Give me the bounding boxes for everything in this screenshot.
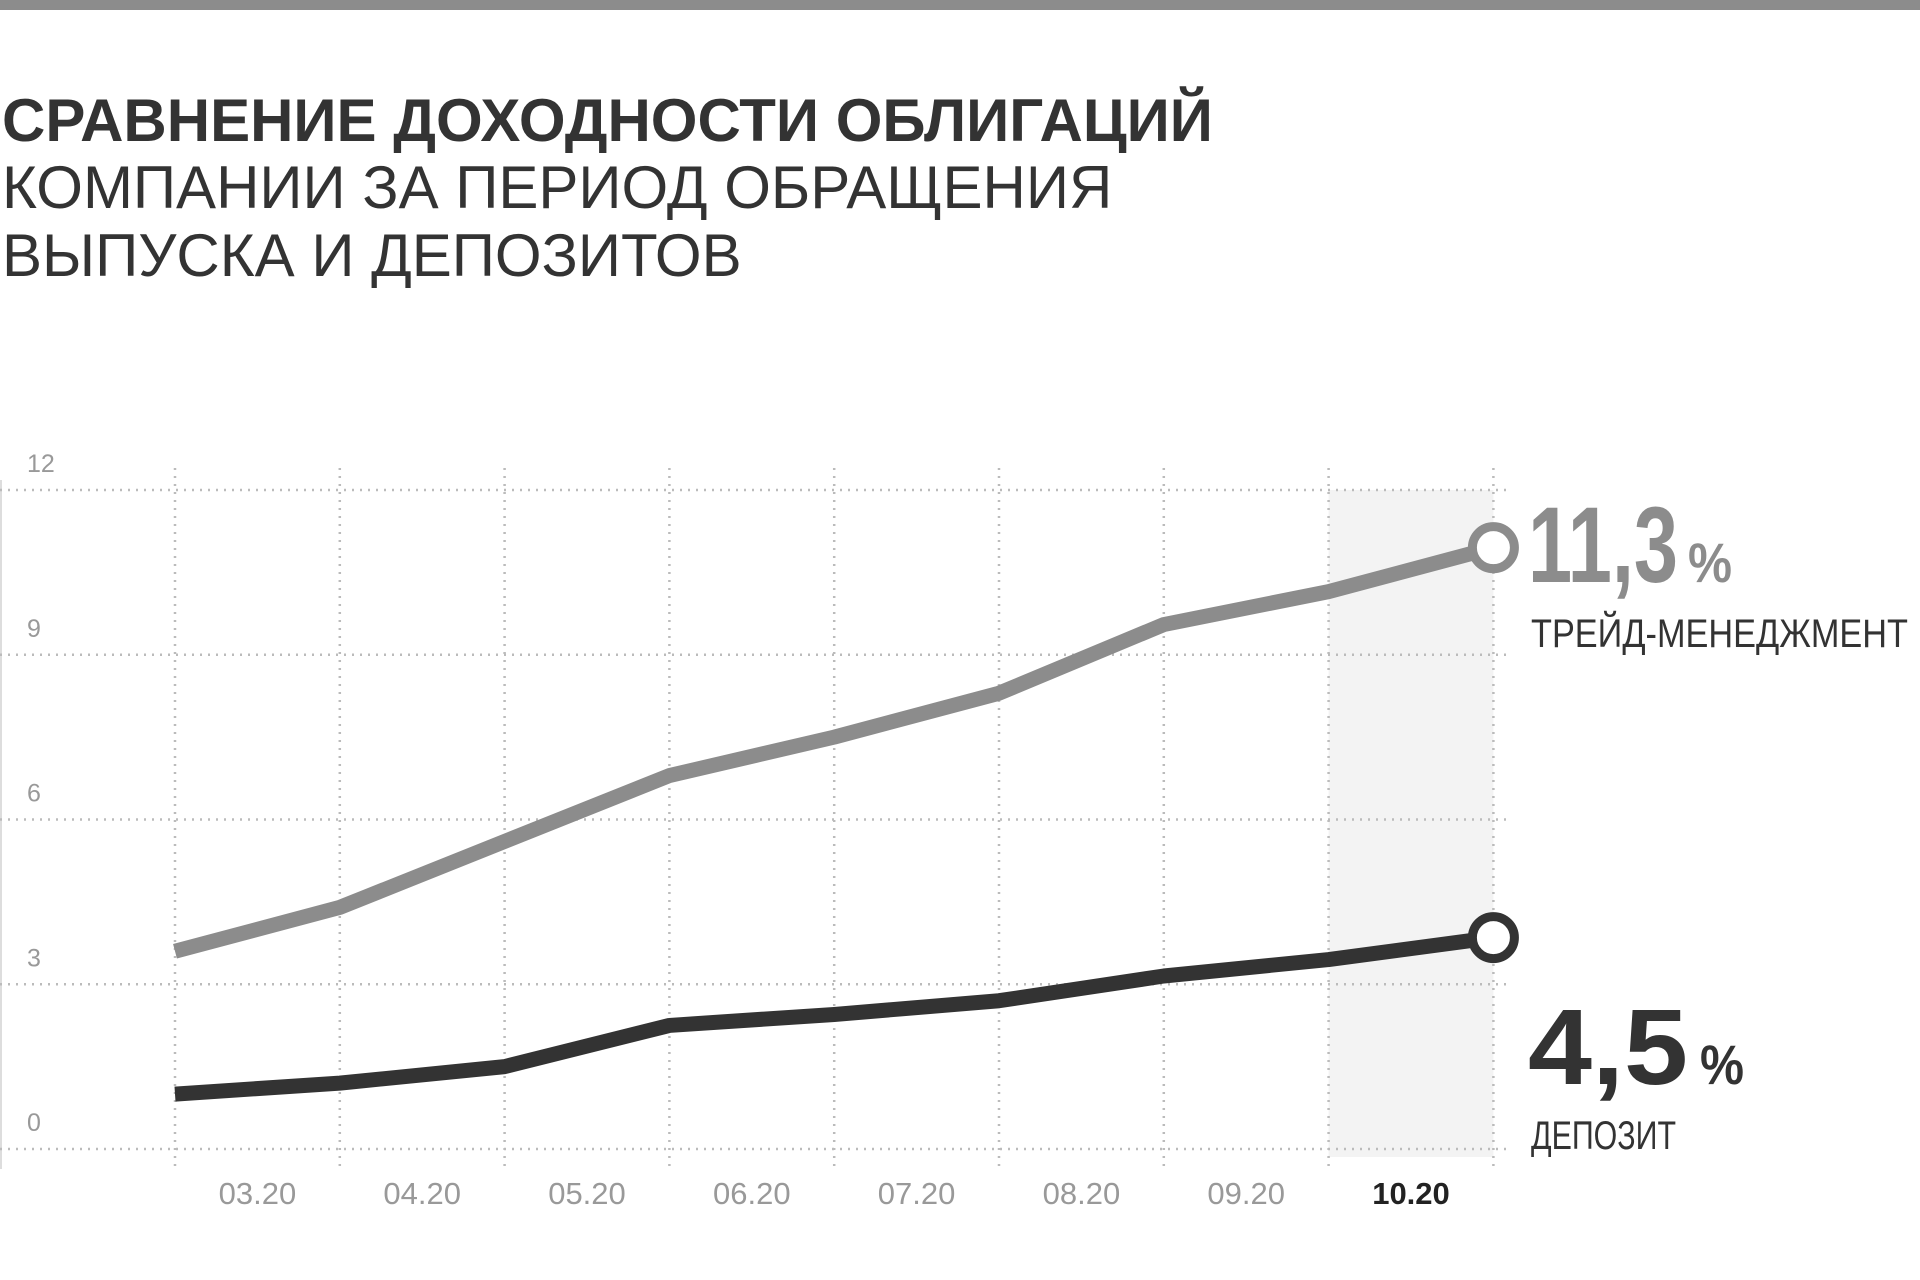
line	[174, 930, 1495, 1102]
x-tick-label: 07.20	[878, 1176, 956, 1211]
x-tick-label: 08.20	[1043, 1176, 1121, 1211]
chart-subtitle: КОМПАНИИ ЗА ПЕРИОД ОБРАЩЕНИЯ	[2, 154, 1112, 221]
line	[173, 540, 1496, 959]
highlight-band	[1328, 490, 1494, 1157]
annotation-unit: %	[1688, 531, 1732, 594]
end-point	[1467, 912, 1519, 964]
x-tick-label: 05.20	[548, 1176, 626, 1211]
top-bar	[0, 0, 1920, 10]
y-tick-label: 3	[27, 944, 41, 972]
annotation-unit: %	[1700, 1033, 1744, 1096]
end-point	[1467, 522, 1519, 574]
x-tick-label: 04.20	[383, 1176, 461, 1211]
chart-subtitle: ВЫПУСКА И ДЕПОЗИТОВ	[2, 222, 742, 289]
legend-label: ТРЕЙД-МЕНЕДЖМЕНТ	[1531, 610, 1908, 656]
x-tick-label: 03.20	[219, 1176, 297, 1211]
annotation-value: 11,3	[1528, 484, 1678, 605]
chart-title: СРАВНЕНИЕ ДОХОДНОСТИ ОБЛИГАЦИЙ	[2, 87, 1213, 154]
y-tick-label: 9	[27, 615, 41, 643]
x-tick-label: 09.20	[1207, 1176, 1285, 1211]
annotation-value: 4,5	[1528, 986, 1688, 1107]
legend-label: ДЕПОЗИТ	[1531, 1114, 1676, 1158]
y-tick-label: 6	[27, 780, 41, 808]
x-tick-label: 06.20	[713, 1176, 791, 1211]
y-tick-label: 12	[27, 450, 55, 478]
y-tick-label: 0	[27, 1109, 41, 1137]
x-tick-label: 10.20	[1372, 1176, 1450, 1211]
